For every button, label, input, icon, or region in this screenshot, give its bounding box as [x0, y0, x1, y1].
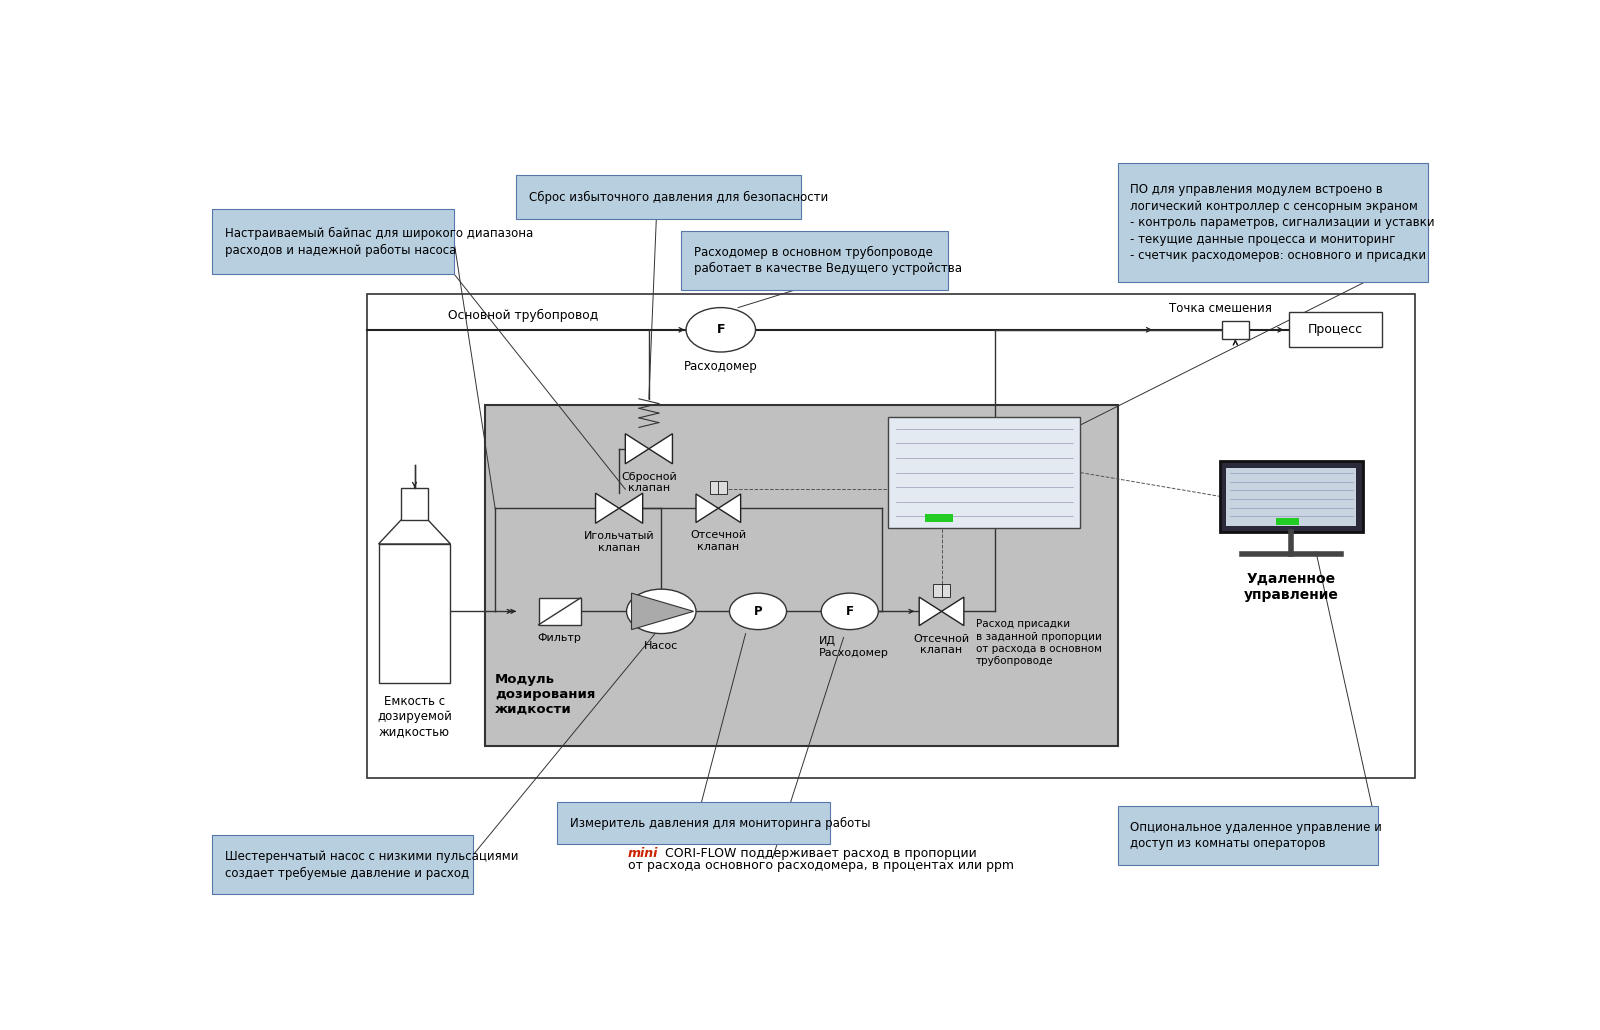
Text: Процесс: Процесс [1307, 323, 1363, 337]
Text: ИД: ИД [819, 636, 835, 646]
Text: P: P [754, 605, 762, 618]
Circle shape [686, 308, 755, 352]
FancyBboxPatch shape [1117, 164, 1427, 282]
FancyBboxPatch shape [925, 514, 952, 522]
FancyBboxPatch shape [1219, 460, 1363, 533]
Text: Сброс избыточного давления для безопасности: Сброс избыточного давления для безопасно… [528, 191, 827, 204]
Polygon shape [379, 520, 451, 544]
Text: Расход присадки
в заданной пропорции
от расхода в основном
трубопроводе: Расход присадки в заданной пропорции от … [976, 619, 1102, 666]
FancyBboxPatch shape [379, 544, 451, 683]
FancyBboxPatch shape [682, 231, 947, 290]
Text: Расходомер: Расходомер [819, 648, 888, 658]
FancyBboxPatch shape [1117, 805, 1378, 865]
Circle shape [821, 593, 878, 629]
Text: Отсечной
клапан: Отсечной клапан [690, 530, 746, 552]
Text: ПО для управления модулем встроено в
логический контроллер с сенсорным экраном
-: ПО для управления модулем встроено в лог… [1130, 183, 1435, 263]
FancyBboxPatch shape [888, 417, 1080, 528]
Text: Расходомер в основном трубопроводе
работает в качестве Ведущего устройства: Расходомер в основном трубопроводе работ… [693, 245, 962, 275]
Text: Модуль
дозирования
жидкости: Модуль дозирования жидкости [494, 673, 595, 716]
Polygon shape [696, 494, 718, 522]
Polygon shape [632, 593, 693, 629]
FancyBboxPatch shape [517, 175, 802, 218]
FancyBboxPatch shape [485, 405, 1117, 746]
Text: Отсечной
клапан: Отсечной клапан [914, 633, 970, 655]
Polygon shape [595, 493, 619, 523]
Text: F: F [846, 605, 854, 618]
Polygon shape [941, 597, 963, 625]
Text: CORI-FLOW поддерживает расход в пропорции: CORI-FLOW поддерживает расход в пропорци… [666, 847, 976, 860]
FancyBboxPatch shape [933, 584, 950, 597]
Text: Измеритель давления для мониторинга работы: Измеритель давления для мониторинга рабо… [570, 817, 870, 829]
Text: Шестеренчатый насос с низкими пульсациями
создает требуемые давление и расход: Шестеренчатый насос с низкими пульсациям… [224, 850, 518, 880]
Text: от расхода основного расходомера, в процентах или ppm: от расхода основного расходомера, в проц… [627, 859, 1014, 871]
FancyBboxPatch shape [1277, 518, 1299, 525]
Polygon shape [718, 494, 741, 522]
FancyBboxPatch shape [1222, 321, 1250, 339]
Text: Основной трубопровод: Основной трубопровод [448, 309, 598, 321]
Text: Игольчатый
клапан: Игольчатый клапан [584, 531, 654, 553]
FancyBboxPatch shape [1288, 312, 1382, 347]
Text: Точка смешения: Точка смешения [1170, 302, 1272, 315]
FancyBboxPatch shape [557, 802, 830, 844]
Polygon shape [918, 597, 941, 625]
Polygon shape [619, 493, 643, 523]
Text: Емкость с
дозируемой
жидкостью: Емкость с дозируемой жидкостью [378, 694, 451, 737]
Text: Расходомер: Расходомер [683, 359, 758, 373]
FancyBboxPatch shape [402, 488, 429, 520]
Text: F: F [717, 323, 725, 337]
Text: Насос: Насос [645, 642, 678, 652]
FancyBboxPatch shape [539, 597, 581, 625]
Circle shape [627, 589, 696, 633]
FancyBboxPatch shape [213, 835, 474, 894]
Circle shape [730, 593, 787, 629]
FancyBboxPatch shape [368, 295, 1416, 778]
Text: Настраиваемый байпас для широкого диапазона
расходов и надежной работы насоса: Настраиваемый байпас для широкого диапаз… [224, 227, 533, 256]
Text: Удаленное
управление: Удаленное управление [1243, 572, 1339, 602]
Text: mini: mini [627, 847, 658, 860]
FancyBboxPatch shape [1226, 468, 1357, 526]
Polygon shape [626, 434, 650, 464]
Polygon shape [650, 434, 672, 464]
Text: Сбросной
клапан: Сбросной клапан [621, 472, 677, 493]
Text: Фильтр: Фильтр [538, 632, 581, 643]
FancyBboxPatch shape [710, 481, 726, 494]
Text: Опциональное удаленное управление и
доступ из комнаты операторов: Опциональное удаленное управление и дост… [1130, 821, 1382, 850]
FancyBboxPatch shape [213, 209, 454, 274]
